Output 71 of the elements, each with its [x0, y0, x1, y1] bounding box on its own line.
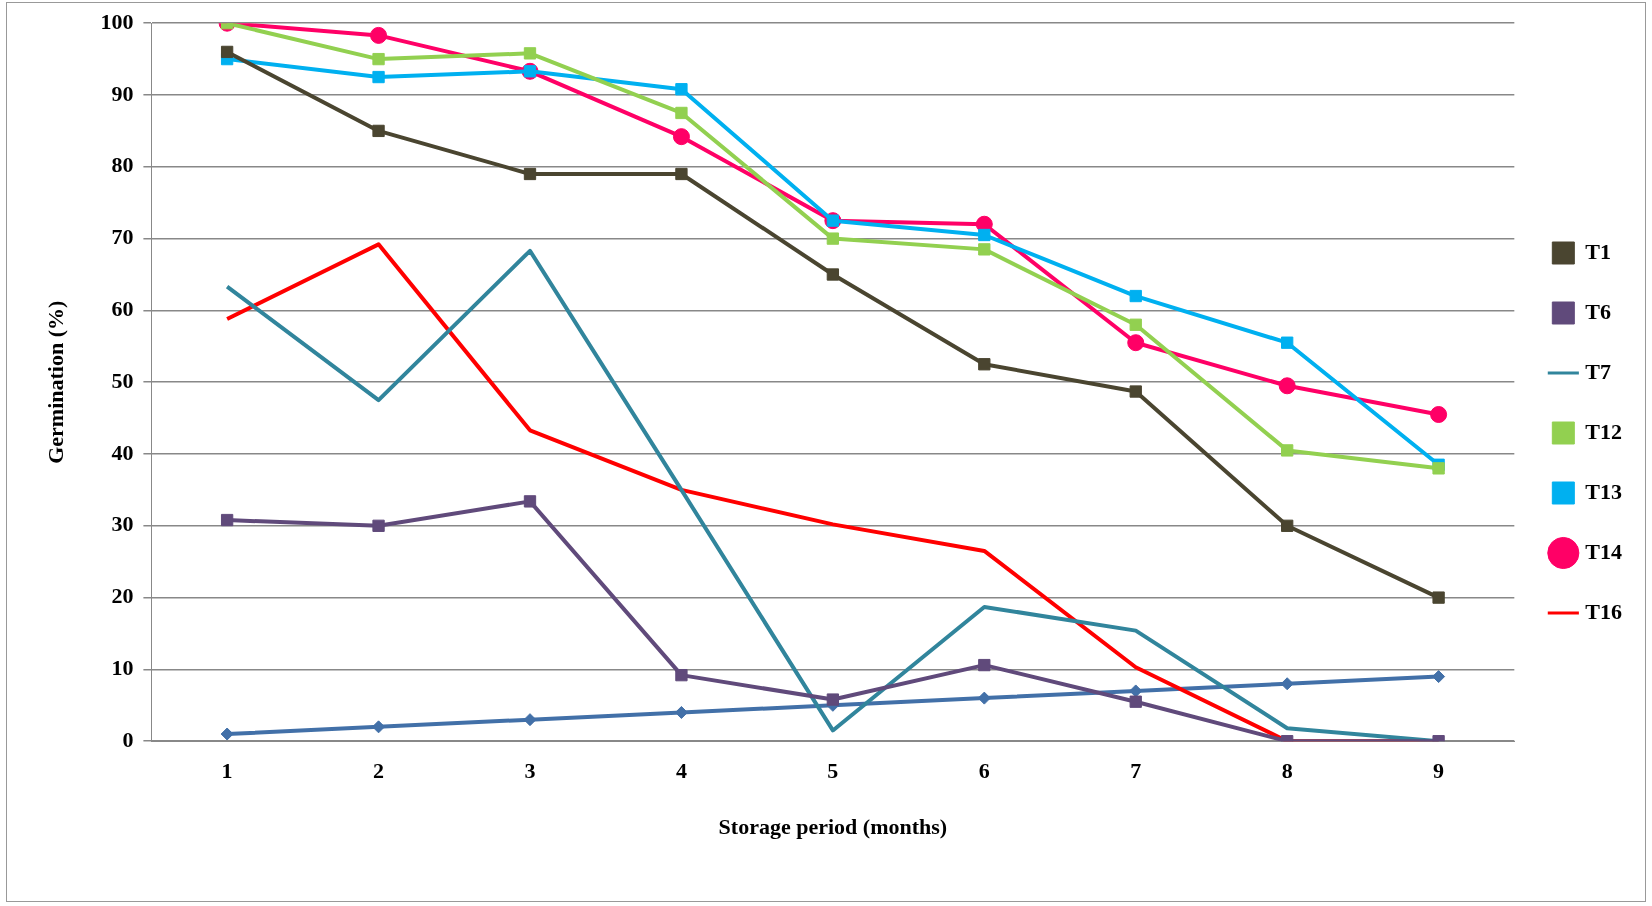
point	[372, 52, 385, 66]
x-tick-label: 9	[1433, 758, 1445, 784]
y-tick-label: 90	[111, 80, 134, 106]
point	[675, 167, 688, 181]
y-tick-label: 40	[111, 439, 134, 465]
x-axis-title: Storage period (months)	[718, 814, 948, 840]
x-tick-label: 3	[524, 758, 536, 784]
x-tick-label: 7	[1130, 758, 1142, 784]
x-tick-label: 4	[675, 758, 687, 784]
legend-label: T1	[1585, 238, 1612, 264]
point	[672, 128, 690, 146]
point	[1280, 677, 1294, 691]
point	[1432, 591, 1445, 604]
point	[523, 713, 537, 727]
point	[675, 83, 688, 96]
y-tick-label: 20	[111, 583, 134, 609]
point	[1129, 289, 1142, 303]
point	[826, 268, 840, 281]
y-tick-label: 50	[111, 367, 134, 393]
point	[523, 167, 537, 181]
x-tick-label: 5	[827, 758, 839, 784]
point	[372, 124, 385, 138]
y-tick-label: 10	[111, 655, 134, 681]
point	[675, 668, 688, 682]
point	[220, 727, 234, 741]
point	[1432, 462, 1445, 475]
x-tick-label: 8	[1281, 758, 1293, 784]
point	[1278, 377, 1296, 395]
point	[372, 720, 386, 734]
point	[1281, 444, 1294, 457]
x-tick-label: 1	[221, 758, 233, 784]
point	[523, 47, 537, 60]
point	[1281, 519, 1294, 532]
y-tick-label: 80	[111, 152, 134, 178]
point	[977, 691, 991, 705]
point	[826, 693, 840, 706]
point	[220, 513, 234, 527]
legend-label: T7	[1585, 358, 1612, 384]
point	[978, 243, 991, 256]
legend-label: T12	[1585, 418, 1623, 444]
point	[370, 26, 388, 44]
y-tick-label: 70	[111, 224, 134, 250]
point	[372, 70, 385, 84]
x-tick-label: 6	[978, 758, 990, 784]
point	[1129, 318, 1142, 331]
point	[523, 495, 537, 508]
point	[1430, 406, 1448, 424]
point	[978, 658, 991, 672]
point	[1129, 385, 1142, 398]
y-axis-title: Germination (%)	[42, 300, 68, 464]
point	[675, 106, 688, 120]
point	[1129, 684, 1143, 698]
point	[826, 232, 840, 245]
point	[1432, 670, 1446, 684]
x-tick-label: 2	[373, 758, 385, 784]
y-tick-label: 60	[111, 296, 134, 322]
legend-label: T13	[1585, 478, 1623, 504]
y-tick-label: 30	[111, 511, 134, 537]
point	[1127, 334, 1145, 352]
y-tick-label: 100	[100, 8, 134, 34]
point	[220, 45, 234, 59]
point	[1129, 695, 1142, 708]
point	[372, 519, 385, 532]
point	[1281, 336, 1294, 349]
y-tick-label: 0	[122, 726, 134, 752]
legend-label: T6	[1585, 298, 1612, 324]
point	[978, 228, 991, 242]
point	[674, 705, 688, 719]
legend-label: T16	[1585, 598, 1623, 624]
point	[978, 358, 991, 371]
legend-label: T14	[1585, 538, 1623, 564]
